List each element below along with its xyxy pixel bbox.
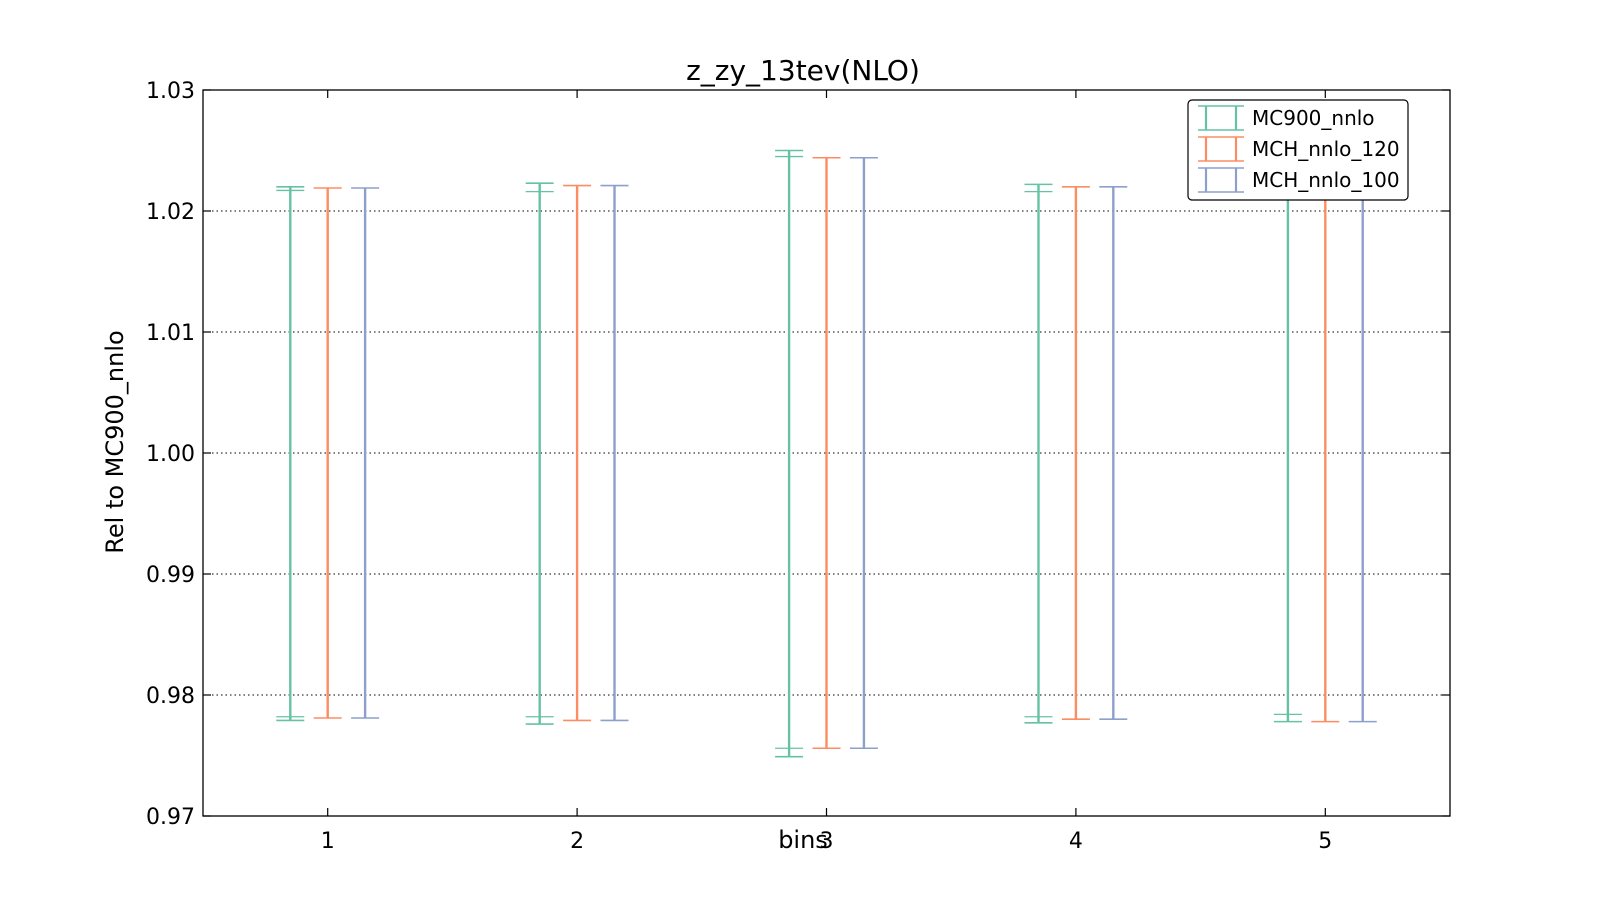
chart-title: z_zy_13tev(NLO) — [686, 54, 920, 87]
x-tick-label: 2 — [570, 829, 584, 854]
legend-item: MCH_nnlo_100 — [1198, 167, 1400, 193]
legend-label: MC900_nnlo — [1252, 106, 1375, 130]
y-tick-label: 1.00 — [146, 442, 195, 467]
legend-label: MCH_nnlo_120 — [1252, 137, 1400, 161]
x-tick-label: 3 — [820, 829, 834, 854]
errorbar-MC900_nnlo — [1024, 183, 1053, 724]
grid-lines — [203, 210, 1450, 696]
x-axis-label: bins — [778, 826, 828, 854]
errorbar-MC900_nnlo — [276, 186, 305, 722]
errorbar-MC900_nnlo — [525, 182, 554, 725]
errorbar-MCH_nnlo_120 — [313, 187, 342, 719]
errorbar-MCH_nnlo_100 — [351, 187, 380, 719]
legend-item: MCH_nnlo_120 — [1198, 136, 1400, 162]
errorbar-MCH_nnlo_120 — [812, 156, 841, 750]
x-tick-label: 4 — [1069, 829, 1083, 854]
y-tick-label: 1.02 — [146, 200, 195, 225]
legend: MC900_nnlo MCH_nnlo_120 MCH_nnlo_100 — [1187, 99, 1409, 201]
x-tick-label: 1 — [321, 829, 335, 854]
errorbar-MCH_nnlo_100 — [1099, 186, 1128, 721]
y-tick-label: 0.97 — [146, 805, 195, 830]
legend-item: MC900_nnlo — [1198, 105, 1375, 131]
y-tick-label: 0.98 — [146, 684, 195, 709]
errorbar-MCH_nnlo_120 — [1061, 186, 1090, 721]
errorbar-MCH_nnlo_100 — [849, 156, 878, 750]
y-axis-label: Rel to MC900_nnlo — [101, 330, 129, 553]
errorbar-MCH_nnlo_120 — [563, 184, 592, 722]
legend-frame — [1187, 99, 1409, 201]
y-tick-label: 0.99 — [146, 563, 195, 588]
axis-ticks: 0.97 0.98 0.99 1.00 1.01 1.02 1.03 1 2 3 4 5 — [146, 79, 1450, 854]
errorbar-MCH_nnlo_100 — [600, 184, 629, 722]
error-bars — [276, 149, 1377, 758]
legend-label: MCH_nnlo_100 — [1252, 168, 1400, 192]
y-tick-label: 1.01 — [146, 321, 195, 346]
x-tick-label: 5 — [1318, 829, 1332, 854]
errorbar-MC900_nnlo — [775, 149, 804, 758]
y-tick-label: 1.03 — [146, 79, 195, 104]
